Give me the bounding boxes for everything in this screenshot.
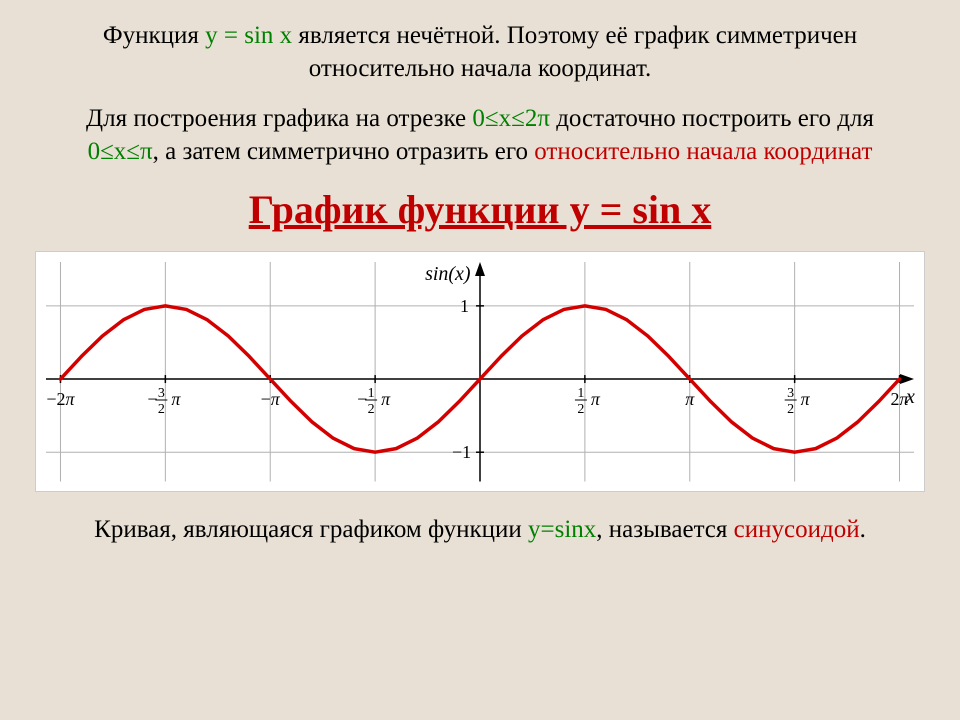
cap-mid: , называется <box>596 516 733 543</box>
svg-text:π: π <box>381 389 391 409</box>
paragraph-2: Для построения графика на отрезке 0≤x≤2π… <box>50 103 910 168</box>
svg-text:π: π <box>171 389 181 409</box>
sine-chart: sin(x)x−11−2π−32π−π−12π12ππ32π2π <box>35 251 925 492</box>
p2-r1: 0≤x≤2π <box>472 105 550 132</box>
svg-text:−1: −1 <box>452 442 471 462</box>
svg-text:3: 3 <box>158 386 165 401</box>
svg-text:2π: 2π <box>891 389 910 409</box>
svg-text:1: 1 <box>460 296 469 316</box>
cap-term: синусоидой <box>734 516 860 543</box>
p1-pre: Функция <box>103 22 205 49</box>
paragraph-1: Функция y = sin x является нечётной. Поэ… <box>50 20 910 85</box>
p1-fn: y = sin x <box>205 22 292 49</box>
p2-r2: 0≤x≤π <box>88 138 153 165</box>
svg-text:2: 2 <box>158 402 165 417</box>
svg-text:−π: −π <box>261 389 281 409</box>
svg-text:sin(x): sin(x) <box>425 263 471 285</box>
sine-chart-svg: sin(x)x−11−2π−32π−π−12π12ππ32π2π <box>36 252 924 491</box>
svg-text:3: 3 <box>787 386 794 401</box>
p2-tail: относительно начала координат <box>534 138 872 165</box>
svg-text:−2π: −2π <box>46 389 75 409</box>
svg-text:π: π <box>685 389 695 409</box>
p2-pre: Для построения графика на отрезке <box>86 105 472 132</box>
chart-title: График функции y = sin x <box>0 186 960 233</box>
cap-fn: y=sinx <box>528 516 596 543</box>
svg-text:−: − <box>357 389 367 409</box>
svg-text:−: − <box>147 389 157 409</box>
svg-text:π: π <box>801 389 811 409</box>
cap-post: . <box>860 516 866 543</box>
svg-text:π: π <box>591 389 601 409</box>
svg-text:2: 2 <box>787 402 794 417</box>
p1-post: является нечётной. Поэтому её график сим… <box>292 22 857 82</box>
p2-mid1: достаточно построить его для <box>550 105 874 132</box>
svg-text:2: 2 <box>368 402 375 417</box>
svg-text:1: 1 <box>577 386 584 401</box>
svg-text:1: 1 <box>368 386 375 401</box>
caption: Кривая, являющаяся графиком функции y=si… <box>60 514 900 547</box>
p2-mid2: , а затем симметрично отразить его <box>153 138 535 165</box>
svg-text:2: 2 <box>577 402 584 417</box>
cap-pre: Кривая, являющаяся графиком функции <box>94 516 528 543</box>
